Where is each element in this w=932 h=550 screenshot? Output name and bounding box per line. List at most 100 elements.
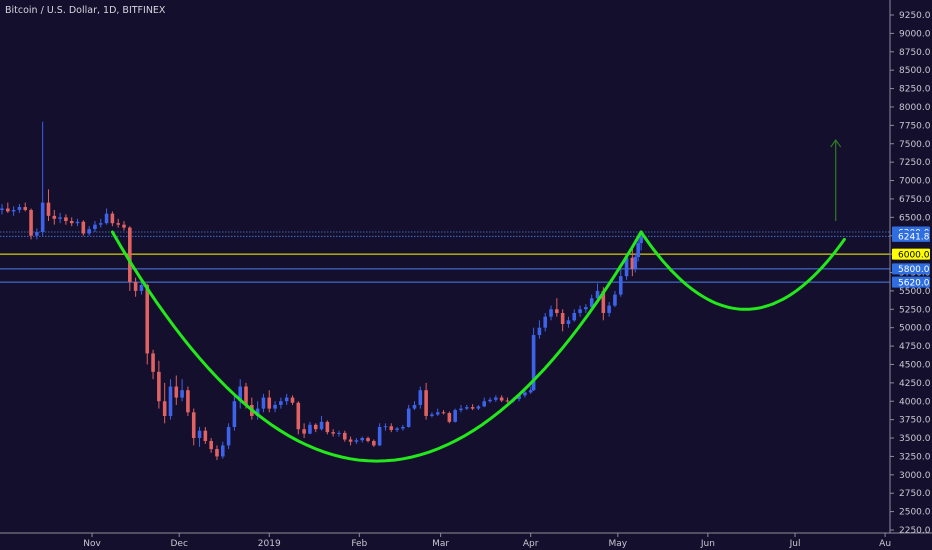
y-tick-label: 7750.0 xyxy=(899,121,931,131)
candle-body xyxy=(435,412,440,415)
candle-body xyxy=(40,202,45,233)
level-label-bg xyxy=(892,276,930,288)
candle-body xyxy=(284,397,289,402)
candle-body xyxy=(383,426,388,428)
candle-body xyxy=(366,438,370,441)
candle-body xyxy=(342,432,347,440)
candle-body xyxy=(52,215,57,219)
candle-body xyxy=(23,207,28,210)
candle-body xyxy=(470,407,475,409)
candle-body xyxy=(255,408,260,416)
candle-body xyxy=(308,424,312,434)
candle-body xyxy=(64,217,68,221)
candle-body xyxy=(494,397,498,400)
y-tick-label: 2750.0 xyxy=(899,489,931,499)
candle-body xyxy=(633,257,638,269)
candle-body xyxy=(453,410,457,422)
x-tick-label: Apr xyxy=(523,539,539,549)
y-tick-label: 8500.0 xyxy=(899,66,931,76)
candle-body xyxy=(11,209,16,212)
candle-body xyxy=(104,213,109,224)
candle-body xyxy=(476,406,481,409)
candle-body xyxy=(528,390,533,393)
y-tick-label: 4750.0 xyxy=(899,342,931,352)
x-tick-label: Au xyxy=(879,539,891,549)
y-tick-label: 2500.0 xyxy=(899,508,931,518)
candle-body xyxy=(395,428,399,430)
candle-body xyxy=(406,408,411,427)
cup-curve xyxy=(110,230,643,463)
candle-body xyxy=(290,397,295,403)
candle-body xyxy=(630,257,635,269)
candle-body xyxy=(337,432,341,434)
y-tick-label: 7000.0 xyxy=(899,177,931,187)
y-tick-label: 4250.0 xyxy=(899,379,931,389)
y-tick-label: 6750.0 xyxy=(899,195,931,205)
candle-body xyxy=(215,449,219,457)
candle-body xyxy=(537,327,542,336)
candle-body xyxy=(517,395,521,400)
candle-body xyxy=(360,438,365,441)
candle-body xyxy=(389,426,394,430)
candle-body xyxy=(174,386,179,398)
candle-body xyxy=(29,209,33,236)
candle-body xyxy=(162,401,167,416)
candle-body xyxy=(601,290,606,313)
candle-body xyxy=(98,223,103,225)
candle-body xyxy=(424,390,428,416)
candle-body xyxy=(636,243,640,258)
chart-title: Bitcoin / U.S. Dollar, 1D, BITFINEX xyxy=(5,5,166,16)
candle-body xyxy=(17,207,22,210)
y-tick-label: 9000.0 xyxy=(899,29,931,39)
cup-handle-curves xyxy=(110,230,846,463)
candle-body xyxy=(589,298,594,308)
y-tick-label: 8000.0 xyxy=(899,103,931,113)
candle-body xyxy=(128,227,132,283)
y-tick-label: 5000.0 xyxy=(899,324,931,334)
candle-body xyxy=(279,401,283,405)
candle-body xyxy=(523,392,527,396)
candle-body xyxy=(482,401,487,407)
candle-body xyxy=(418,390,423,405)
candle-body xyxy=(348,439,353,442)
level-label: 5620.0 xyxy=(898,278,930,288)
candle-body xyxy=(319,421,324,430)
y-tick-label: 5500.0 xyxy=(899,287,931,297)
candle-body xyxy=(267,397,272,409)
candle-body xyxy=(354,440,359,442)
candle-body xyxy=(505,400,510,402)
candle-body xyxy=(584,307,588,310)
candle-body xyxy=(572,312,577,321)
candle-body xyxy=(191,412,196,439)
candle-body xyxy=(430,414,434,416)
y-tick-label: 8750.0 xyxy=(899,48,931,58)
candle-body xyxy=(151,353,155,372)
level-label: 5800.0 xyxy=(898,265,930,275)
candle-body xyxy=(459,408,463,411)
candle-body xyxy=(58,217,62,219)
y-tick-label: 5250.0 xyxy=(899,305,931,315)
candle-body xyxy=(157,371,161,402)
level-label-bg xyxy=(892,263,930,275)
candle-body xyxy=(145,285,150,354)
candle-body xyxy=(226,427,231,446)
candle-body xyxy=(560,312,565,324)
candle-body xyxy=(441,412,446,414)
candle-body xyxy=(122,224,126,228)
candle-body xyxy=(93,224,97,230)
candle-body xyxy=(325,421,330,433)
x-tick-label: Nov xyxy=(83,539,101,549)
candle-body xyxy=(447,413,452,422)
candle-body xyxy=(244,386,248,405)
y-tick-label: 7500.0 xyxy=(899,140,931,150)
candle-body xyxy=(139,285,144,291)
candle-body xyxy=(578,309,582,313)
candle-body xyxy=(595,290,600,299)
x-tick-label: Jul xyxy=(789,539,801,549)
candle-body xyxy=(220,445,225,457)
x-tick-label: Jun xyxy=(700,539,715,549)
candle-body xyxy=(618,276,623,295)
candle-body xyxy=(81,221,86,234)
